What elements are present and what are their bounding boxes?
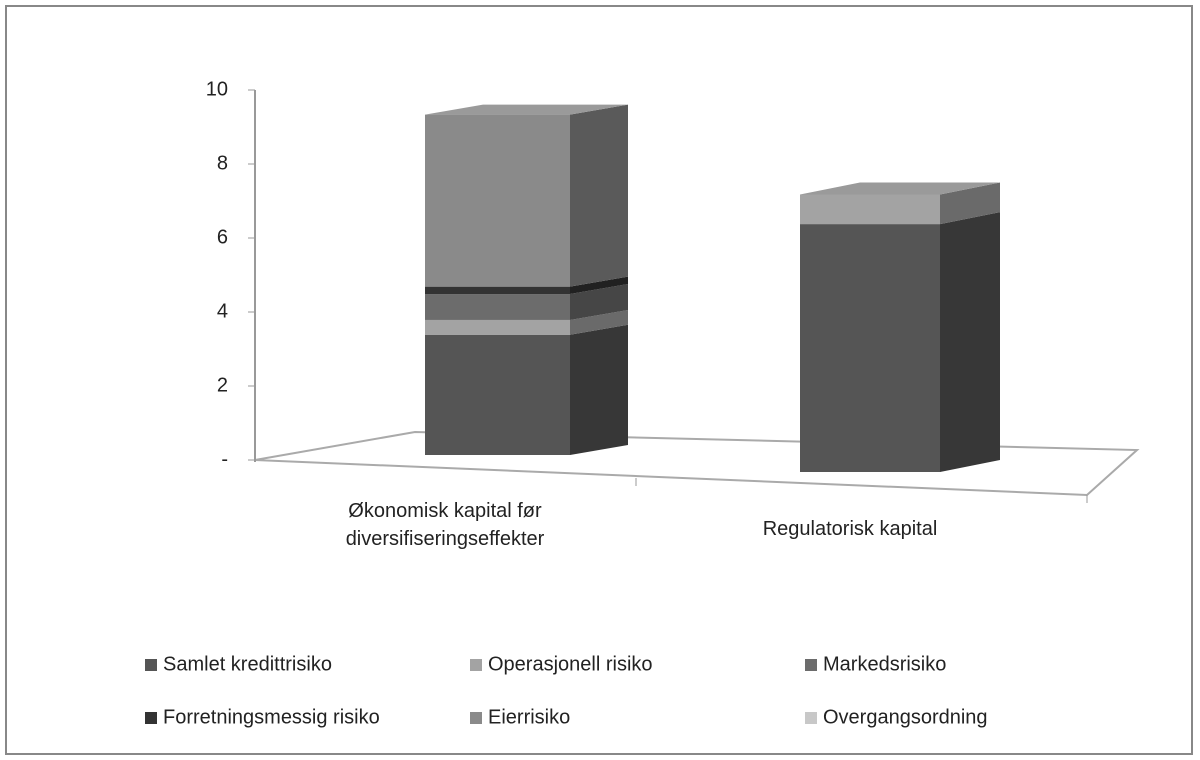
floor	[254, 430, 1140, 497]
y-tick-label: 6	[217, 226, 228, 248]
bar-side	[940, 212, 1000, 472]
bar-segment	[800, 194, 940, 225]
bar-side	[570, 309, 628, 335]
y-tick-label: 2	[217, 374, 228, 396]
legend-swatch	[145, 659, 157, 671]
bar-top	[425, 104, 628, 115]
legend-label: Overgangsordning	[823, 706, 988, 728]
legend-swatch	[145, 712, 157, 724]
legend-label: Markedsrisiko	[823, 653, 946, 675]
bar-segment	[425, 114, 570, 287]
y-tick-label: 10	[206, 78, 228, 100]
legend-swatch	[470, 712, 482, 724]
x-tick-label: Regulatorisk kapital	[762, 518, 938, 540]
bar-segment	[425, 334, 570, 455]
bar-side	[570, 284, 628, 320]
legend-swatch	[470, 659, 482, 671]
legend-label: Forretningsmessig risiko	[163, 706, 380, 728]
bar-segment	[425, 294, 570, 320]
bar-side	[570, 324, 628, 455]
bar-segment	[425, 319, 570, 335]
bar-side	[570, 104, 628, 287]
y-tick-label: -	[221, 448, 228, 470]
legend-swatch	[805, 712, 817, 724]
legend-label: Operasjonell risiko	[488, 653, 653, 675]
y-tick-label: 8	[217, 152, 228, 174]
bar-top	[800, 182, 1000, 195]
x-tick-label: Økonomisk kapital før diversifiseringsef…	[345, 500, 545, 550]
bar-side	[940, 182, 1000, 225]
legend-swatch	[805, 659, 817, 671]
bar-segment	[800, 224, 940, 472]
y-tick-label: 4	[217, 300, 228, 322]
legend-label: Eierrisiko	[488, 706, 570, 728]
bar-side	[570, 276, 628, 295]
legend-label: Samlet kredittrisiko	[163, 653, 332, 675]
bar-segment	[425, 286, 570, 295]
